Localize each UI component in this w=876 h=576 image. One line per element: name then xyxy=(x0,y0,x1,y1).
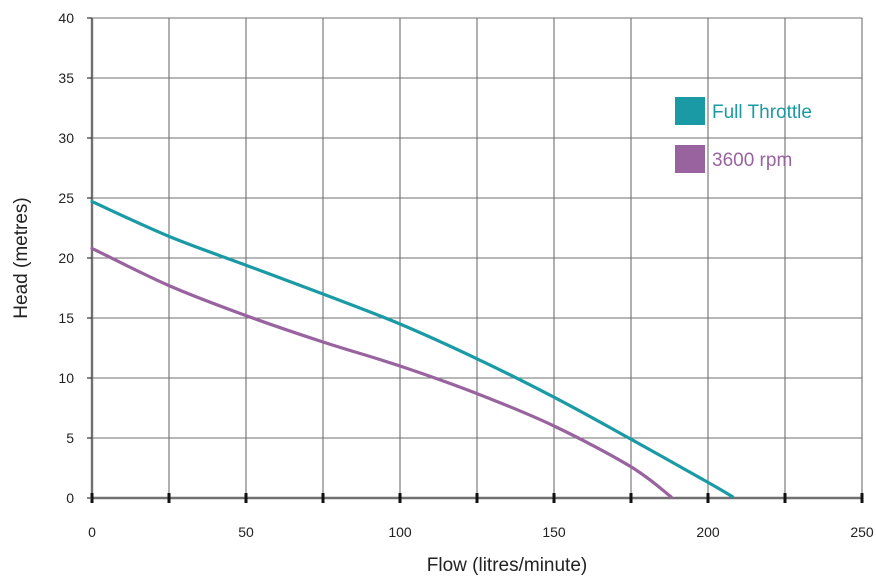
y-tick-label: 30 xyxy=(58,130,74,146)
grid-lines xyxy=(90,17,863,500)
legend-swatch xyxy=(675,97,705,125)
y-tick-label: 10 xyxy=(58,370,74,386)
y-tick-label: 20 xyxy=(58,250,74,266)
series-line-full-throttle xyxy=(90,200,735,499)
x-tick-label: 50 xyxy=(238,524,254,540)
x-tick-label: 0 xyxy=(88,524,96,540)
legend: Full Throttle 3600 rpm xyxy=(675,97,812,173)
axis-ticks: 0 50 100 150 200 250 0 5 10 15 20 25 30 35 40 xyxy=(58,10,873,540)
series-lines xyxy=(90,200,735,499)
x-tick-label: 100 xyxy=(388,524,412,540)
y-tick-label: 5 xyxy=(66,430,74,446)
x-tick-label: 250 xyxy=(850,524,874,540)
x-tick-label: 200 xyxy=(696,524,720,540)
y-tick-label: 0 xyxy=(66,490,74,506)
y-tick-label: 40 xyxy=(58,10,74,26)
legend-label: Full Throttle xyxy=(712,102,812,123)
legend-swatch xyxy=(675,145,705,173)
series-line-3600-rpm xyxy=(90,246,673,499)
y-axis-title: Head (metres) xyxy=(11,197,32,318)
legend-label: 3600 rpm xyxy=(712,150,792,171)
x-axis-title: Flow (litres/minute) xyxy=(427,555,587,576)
x-tick-label: 150 xyxy=(542,524,566,540)
y-tick-label: 25 xyxy=(58,190,74,206)
y-tick-label: 15 xyxy=(58,310,74,326)
y-tick-label: 35 xyxy=(58,70,74,86)
